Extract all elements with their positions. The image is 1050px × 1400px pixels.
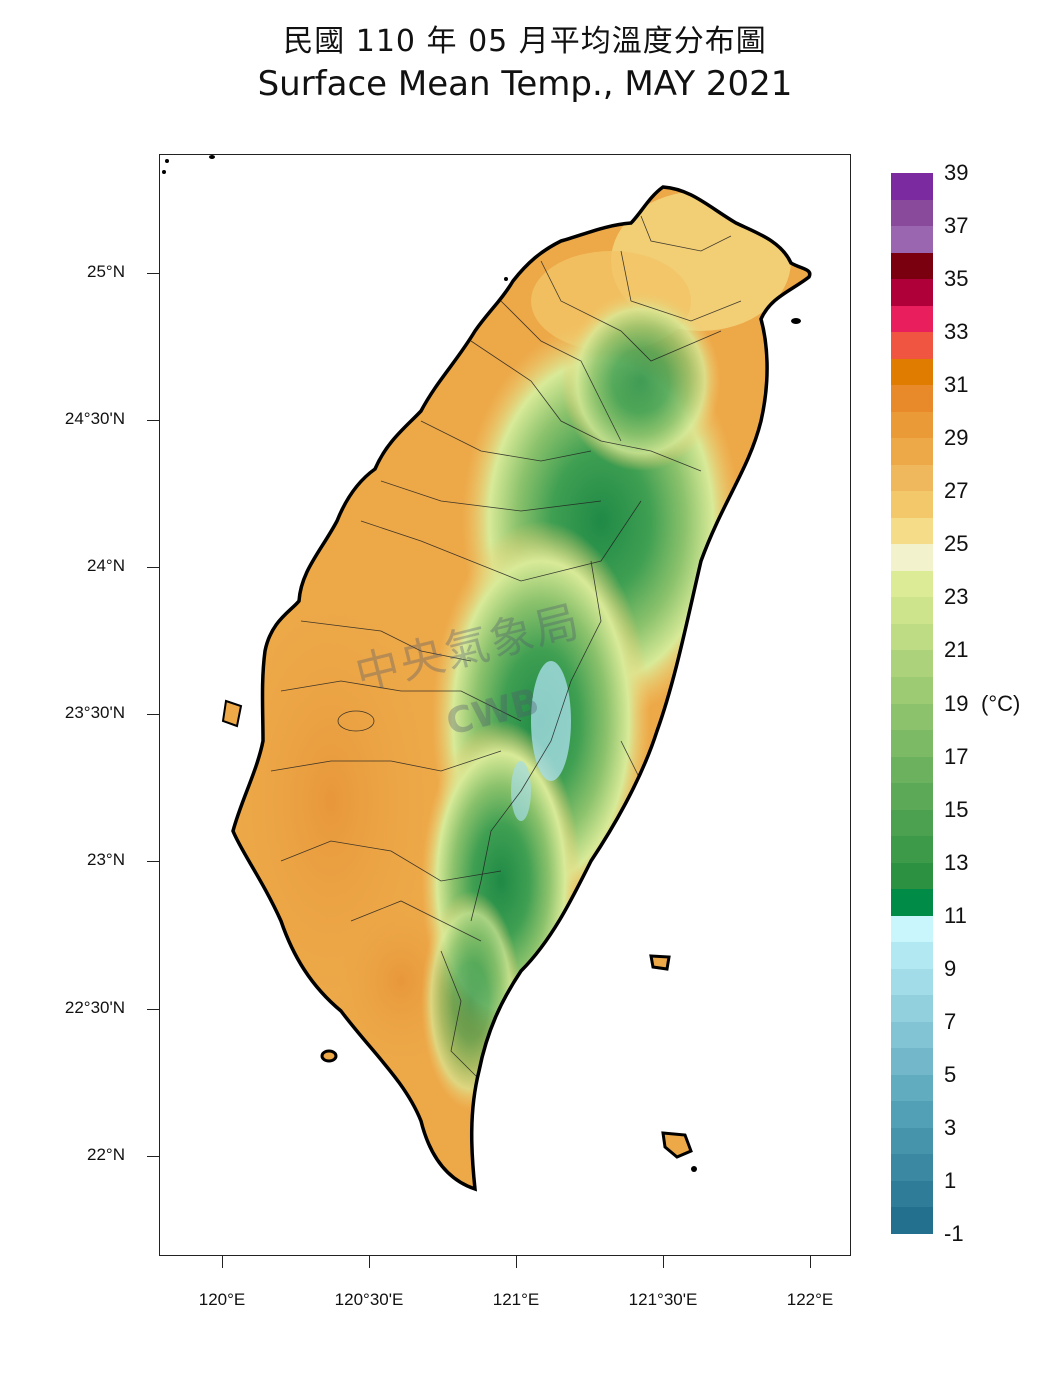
colorbar-label: 9 — [944, 955, 957, 981]
colorbar-segment — [891, 279, 933, 307]
colorbar-label: 23 — [944, 584, 969, 610]
colorbar-segment — [891, 305, 933, 333]
colorbar-segment — [891, 173, 933, 200]
colorbar-segment — [891, 332, 933, 360]
colorbar-segment — [891, 411, 933, 439]
latitude-tick — [147, 1156, 159, 1157]
colorbar-label: 29 — [944, 425, 969, 451]
latitude-label: 22°N — [87, 1145, 125, 1164]
colorbar-segment — [891, 650, 933, 678]
colorbar-label: 11 — [944, 902, 967, 928]
colorbar-segment — [891, 199, 933, 227]
longitude-label: 121°E — [492, 1290, 540, 1309]
colorbar-segment — [891, 703, 933, 731]
longitude-tick — [810, 1256, 811, 1268]
colorbar-segment — [891, 836, 933, 864]
longitude-tick — [663, 1256, 664, 1268]
longitude-tick — [222, 1256, 223, 1268]
colorbar-label: -1 — [944, 1221, 964, 1246]
colorbar-segment — [891, 517, 933, 545]
colorbar-segment — [891, 1101, 933, 1129]
colorbar-label: 3 — [944, 1114, 957, 1140]
colorbar-segment — [891, 915, 933, 943]
latitude-label: 24°N — [87, 556, 125, 575]
colorbar-segment — [891, 783, 933, 811]
colorbar-segment — [891, 491, 933, 519]
latitude-tick — [147, 1009, 159, 1010]
latitude-tick — [147, 420, 159, 421]
colorbar-segment — [891, 544, 933, 572]
longitude-label: 121°30'E — [628, 1290, 698, 1309]
colorbar-segment — [891, 385, 933, 413]
latitude-tick — [147, 861, 159, 862]
colorbar-segment — [891, 889, 933, 917]
colorbar-label: 27 — [944, 478, 969, 504]
colorbar-label: 13 — [944, 849, 969, 875]
colorbar-label: 25 — [944, 531, 969, 557]
offshore-islands — [162, 155, 801, 1172]
colorbar-label: 37 — [944, 213, 969, 239]
latitude-label: 25°N — [87, 262, 125, 281]
colorbar-segment — [891, 1048, 933, 1076]
colorbar-label: 19 — [944, 690, 969, 716]
colorbar-segment — [891, 438, 933, 466]
temperature-colorbar — [891, 173, 933, 1235]
colorbar-label: 31 — [944, 372, 969, 398]
colorbar-segment — [891, 1207, 933, 1235]
map-title-chinese: 民國 110 年 05 月平均溫度分布圖 — [283, 24, 767, 59]
latitude-label: 24°30'N — [64, 409, 125, 428]
latitude-tick — [147, 714, 159, 715]
longitude-tick — [369, 1256, 370, 1268]
colorbar-segment — [891, 995, 933, 1023]
colorbar-label: 7 — [944, 1008, 957, 1034]
colorbar-segment — [891, 1074, 933, 1102]
colorbar-segment — [891, 730, 933, 758]
taiwan-map — [162, 155, 812, 1192]
longitude-label: 122°E — [786, 1290, 834, 1309]
colorbar-segment — [891, 1154, 933, 1182]
colorbar-segment — [891, 809, 933, 837]
colorbar-segment — [891, 756, 933, 784]
colorbar-segment — [891, 968, 933, 996]
colorbar-label: 15 — [944, 796, 969, 822]
map-title-english: Surface Mean Temp., MAY 2021 — [257, 64, 793, 104]
colorbar-unit: (°C) — [981, 691, 1021, 716]
longitude-label: 120°30'E — [334, 1290, 404, 1309]
colorbar-label: 35 — [944, 266, 969, 292]
colorbar-label: 33 — [944, 319, 969, 345]
latitude-label: 22°30'N — [64, 998, 125, 1017]
colorbar-label: 1 — [944, 1167, 957, 1193]
latitude-label: 23°30'N — [64, 703, 125, 722]
colorbar-segment — [891, 676, 933, 704]
colorbar-segment — [891, 623, 933, 651]
colorbar-segment — [891, 464, 933, 492]
longitude-tick — [516, 1256, 517, 1268]
colorbar-label: 5 — [944, 1061, 957, 1087]
latitude-label: 23°N — [87, 850, 125, 869]
longitude-label: 120°E — [198, 1290, 246, 1309]
colorbar-segment — [891, 570, 933, 598]
colorbar-label: 39 — [944, 160, 969, 185]
colorbar-label: 21 — [944, 637, 969, 663]
latitude-tick — [147, 273, 159, 274]
colorbar-segment — [891, 226, 933, 254]
colorbar-segment — [891, 597, 933, 625]
colorbar-segment — [891, 1021, 933, 1049]
colorbar-segment — [891, 252, 933, 280]
colorbar-segment — [891, 1180, 933, 1208]
colorbar-segment — [891, 942, 933, 970]
colorbar-segment — [891, 358, 933, 386]
colorbar-label: 17 — [944, 743, 969, 769]
colorbar-segment — [891, 862, 933, 890]
map-frame — [159, 154, 851, 1256]
latitude-tick — [147, 567, 159, 568]
colorbar-segment — [891, 1127, 933, 1155]
